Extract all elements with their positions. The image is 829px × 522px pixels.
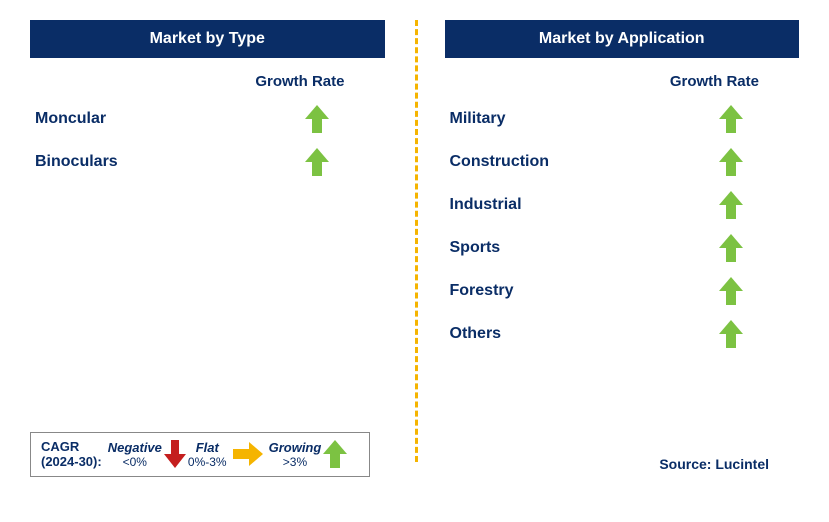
arrow-up-icon bbox=[309, 148, 325, 176]
legend-sub: <0% bbox=[123, 455, 147, 469]
table-row: Moncular bbox=[30, 105, 385, 133]
cagr-line1: CAGR bbox=[41, 439, 79, 454]
arrow-up-icon bbox=[723, 105, 739, 133]
growth-rate-header-right: Growth Rate bbox=[445, 73, 800, 90]
growth-rate-header-left: Growth Rate bbox=[30, 73, 385, 90]
legend-cagr-label: CAGR (2024-30): bbox=[41, 439, 102, 470]
row-label: Moncular bbox=[35, 110, 106, 128]
row-label: Construction bbox=[450, 153, 550, 171]
table-row: Sports bbox=[445, 234, 800, 262]
legend-sub: 0%-3% bbox=[188, 455, 227, 469]
table-row: Forestry bbox=[445, 277, 800, 305]
table-row: Binoculars bbox=[30, 148, 385, 176]
right-panel: Market by Application Growth Rate Milita… bbox=[415, 0, 829, 522]
legend-item-negative: Negative <0% bbox=[108, 440, 162, 469]
arrow-down-icon bbox=[168, 440, 182, 468]
row-label: Forestry bbox=[450, 282, 514, 300]
legend-sub: >3% bbox=[283, 455, 307, 469]
legend-label: Flat bbox=[196, 440, 219, 455]
table-row: Military bbox=[445, 105, 800, 133]
arrow-up-icon bbox=[723, 234, 739, 262]
row-label: Industrial bbox=[450, 196, 522, 214]
arrow-up-icon bbox=[327, 440, 343, 468]
legend-item-growing: Growing >3% bbox=[269, 440, 322, 469]
legend-item-flat: Flat 0%-3% bbox=[188, 440, 227, 469]
legend: CAGR (2024-30): Negative <0% Flat 0%-3% … bbox=[30, 432, 370, 477]
right-header: Market by Application bbox=[445, 20, 800, 58]
arrow-right-icon bbox=[233, 446, 263, 462]
arrow-up-icon bbox=[723, 320, 739, 348]
table-row: Construction bbox=[445, 148, 800, 176]
arrow-up-icon bbox=[723, 148, 739, 176]
row-label: Sports bbox=[450, 239, 501, 257]
row-label: Binoculars bbox=[35, 153, 118, 171]
cagr-line2: (2024-30): bbox=[41, 454, 102, 469]
legend-label: Negative bbox=[108, 440, 162, 455]
row-label: Military bbox=[450, 110, 506, 128]
left-header: Market by Type bbox=[30, 20, 385, 58]
arrow-up-icon bbox=[723, 191, 739, 219]
table-row: Industrial bbox=[445, 191, 800, 219]
table-row: Others bbox=[445, 320, 800, 348]
row-label: Others bbox=[450, 325, 502, 343]
legend-label: Growing bbox=[269, 440, 322, 455]
arrow-up-icon bbox=[723, 277, 739, 305]
source-label: Source: Lucintel bbox=[659, 456, 769, 472]
arrow-up-icon bbox=[309, 105, 325, 133]
